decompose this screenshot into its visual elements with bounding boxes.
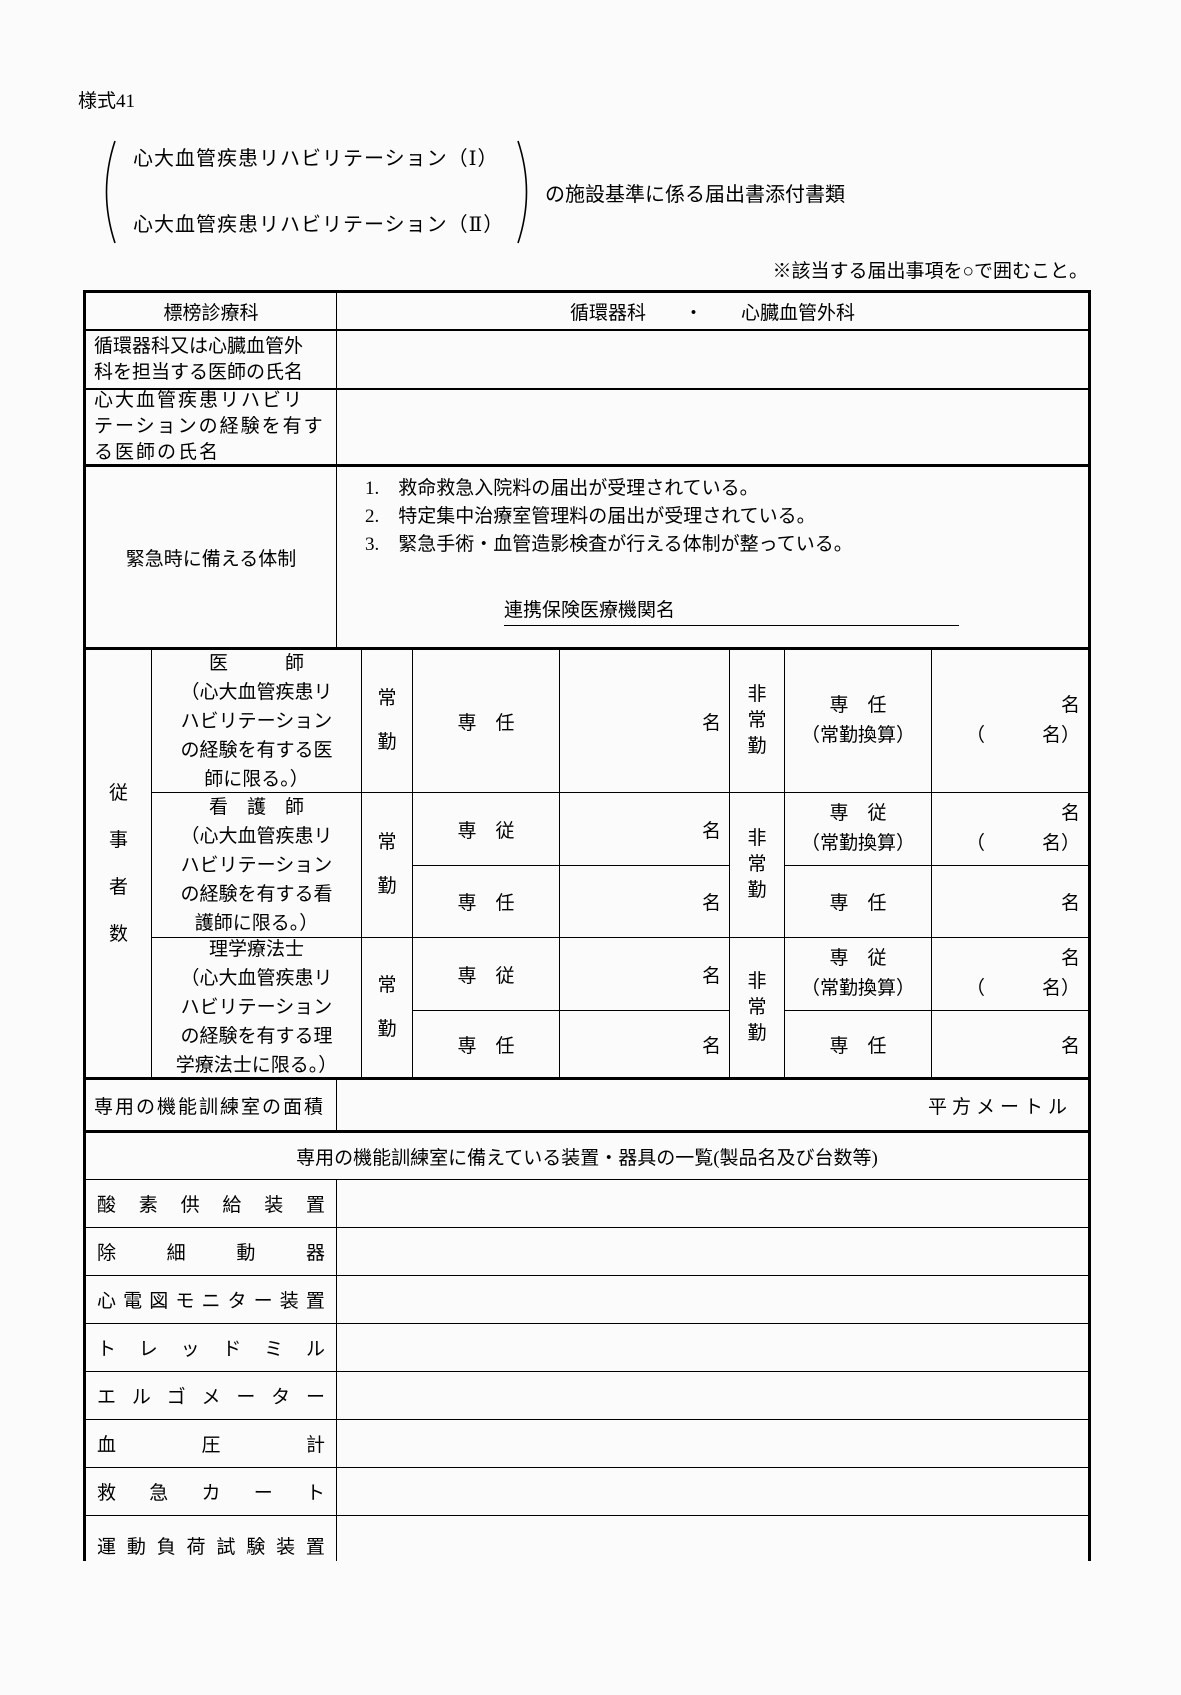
equipment-value-oxygen[interactable]	[337, 1180, 1088, 1228]
therapist-senin-count-field[interactable]: 名	[560, 1011, 730, 1080]
equipment-value-ergometer[interactable]	[337, 1372, 1088, 1420]
emergency-content: 1. 救命救急入院料の届出が受理されている。 2. 特定集中治療室管理料の届出が…	[337, 467, 1088, 650]
therapist-pt-senin-count-field[interactable]: 名	[932, 1011, 1088, 1080]
therapist-pt-senju-label: 専 従 （常勤換算）	[785, 938, 932, 1011]
therapist-senju-count-field[interactable]: 名	[560, 938, 730, 1011]
emergency-item-1: 1. 救命救急入院料の届出が受理されている。	[365, 478, 759, 499]
staff-section: 従 事 者 数 医 師（心大血管疾患リ ハビリテーション の経験を有する医 師に…	[86, 650, 1088, 1080]
doctor-pt-count-field[interactable]: 名 （ 名）	[932, 650, 1088, 793]
dept-label: 標榜診療科	[86, 293, 337, 331]
equipment-value-ecg-monitor[interactable]	[337, 1276, 1088, 1324]
dept-value[interactable]: 循環器科 ・ 心臓血管外科	[337, 293, 1088, 331]
nurse-senju-label: 専 従	[413, 793, 560, 866]
emergency-item-2: 2. 特定集中治療室管理料の届出が受理されている。	[365, 506, 816, 527]
left-paren-icon	[93, 138, 119, 246]
emergency-label: 緊急時に備える体制	[86, 467, 337, 650]
nurse-pt-senju-count-field[interactable]: 名 （ 名）	[932, 793, 1088, 866]
nurse-senju-count-field[interactable]: 名	[560, 793, 730, 866]
nurse-role-label: 看 護 師（心大血管疾患リ ハビリテーション の経験を有する看 護師に限る。）	[152, 793, 362, 938]
experienced-doctor-label: 心大血管疾患リハビリ テーションの経験を有す る医師の氏名	[86, 390, 337, 467]
therapist-senin-label: 専 任	[413, 1011, 560, 1080]
emergency-item-3: 3. 緊急手術・血管造影検査が行える体制が整っている。	[365, 534, 853, 555]
doctor-parttime-label: 非 常 勤	[730, 650, 785, 793]
equipment-label-stress-test: 運動負荷試験装置	[86, 1516, 337, 1561]
form-table: 標榜診療科 循環器科 ・ 心臓血管外科 循環器科又は心臓血管外 科を担当する医師…	[83, 290, 1091, 1561]
rehab-type-1: 心大血管疾患リハビリテーション（Ⅰ）	[133, 148, 499, 170]
therapist-parttime-label: 非 常 勤	[730, 938, 785, 1080]
equipment-value-sphygmomanometer[interactable]	[337, 1420, 1088, 1468]
equipment-label-crash-cart: 救急カート	[86, 1468, 337, 1516]
nurse-pt-senin-label: 専 任	[785, 866, 932, 938]
partner-institution-field[interactable]: 連携保険医療機関名	[504, 597, 959, 626]
nurse-fulltime-label: 常 勤	[362, 793, 413, 938]
right-paren-icon	[514, 138, 540, 246]
nurse-senin-label: 専 任	[413, 866, 560, 938]
nurse-pt-senju-label: 専 従 （常勤換算）	[785, 793, 932, 866]
rehab-type-bracket: 心大血管疾患リハビリテーション（Ⅰ） 心大血管疾患リハビリテーション（Ⅱ）	[93, 138, 540, 246]
equipment-value-stress-test[interactable]	[337, 1516, 1088, 1561]
doctor-role-label: 医 師（心大血管疾患リ ハビリテーション の経験を有する医 師に限る。）	[152, 650, 362, 793]
therapist-pt-senju-count-field[interactable]: 名 （ 名）	[932, 938, 1088, 1011]
equipment-value-crash-cart[interactable]	[337, 1468, 1088, 1516]
room-area-unit: 平方メートル	[927, 1096, 1072, 1118]
equipment-label-oxygen: 酸素供給装置	[86, 1180, 337, 1228]
nurse-pt-senin-count-field[interactable]: 名	[932, 866, 1088, 938]
therapist-pt-senin-label: 専 任	[785, 1011, 932, 1080]
therapist-fulltime-label: 常 勤	[362, 938, 413, 1080]
top-section: 標榜診療科 循環器科 ・ 心臓血管外科 循環器科又は心臓血管外 科を担当する医師…	[86, 293, 1088, 650]
equipment-label-ergometer: エルゴメーター	[86, 1372, 337, 1420]
room-area-value-field[interactable]: 平方メートル	[337, 1080, 1088, 1133]
equipment-label-treadmill: トレッドミル	[86, 1324, 337, 1372]
attending-doctor-label: 循環器科又は心臓血管外 科を担当する医師の氏名	[86, 331, 337, 390]
staff-group-label: 従 事 者 数	[86, 650, 152, 1080]
attending-doctor-value[interactable]	[337, 331, 1088, 390]
room-area-label: 専用の機能訓練室の面積	[86, 1080, 337, 1133]
equipment-header: 専用の機能訓練室に備えている装置・器具の一覧(製品名及び台数等)	[86, 1133, 1088, 1180]
therapist-role-label: 理学療法士 （心大血管疾患リ ハビリテーション の経験を有する理 学療法士に限る。…	[152, 938, 362, 1080]
experienced-doctor-value[interactable]	[337, 390, 1088, 467]
equipment-section: 酸素供給装置 除細動器 心電図モニター装置 トレッドミル エルゴメーター 血圧計…	[86, 1180, 1088, 1561]
doctor-ft-role-label: 専 任	[413, 650, 560, 793]
training-room-section: 専用の機能訓練室の面積 平方メートル	[86, 1080, 1088, 1133]
title-suffix: の施設基準に係る届出書添付書類	[545, 183, 845, 206]
rehab-type-2: 心大血管疾患リハビリテーション（Ⅱ）	[133, 214, 505, 236]
equipment-value-treadmill[interactable]	[337, 1324, 1088, 1372]
doctor-ft-count-field[interactable]: 名	[560, 650, 730, 793]
equipment-label-defibrillator: 除細動器	[86, 1228, 337, 1276]
equipment-label-sphygmomanometer: 血圧計	[86, 1420, 337, 1468]
circle-instruction-note: ※該当する届出事項を○で囲むこと。	[772, 261, 1088, 282]
equipment-header-section: 専用の機能訓練室に備えている装置・器具の一覧(製品名及び台数等)	[86, 1133, 1088, 1180]
therapist-senju-label: 専 従	[413, 938, 560, 1011]
equipment-value-defibrillator[interactable]	[337, 1228, 1088, 1276]
doctor-fulltime-label: 常 勤	[362, 650, 413, 793]
doctor-pt-role-label: 専 任 （常勤換算）	[785, 650, 932, 793]
form-number: 様式41	[78, 91, 136, 112]
nurse-parttime-label: 非 常 勤	[730, 793, 785, 938]
equipment-label-ecg-monitor: 心電図モニター装置	[86, 1276, 337, 1324]
partner-institution-label: 連携保険医療機関名	[504, 600, 676, 621]
nurse-senin-count-field[interactable]: 名	[560, 866, 730, 938]
